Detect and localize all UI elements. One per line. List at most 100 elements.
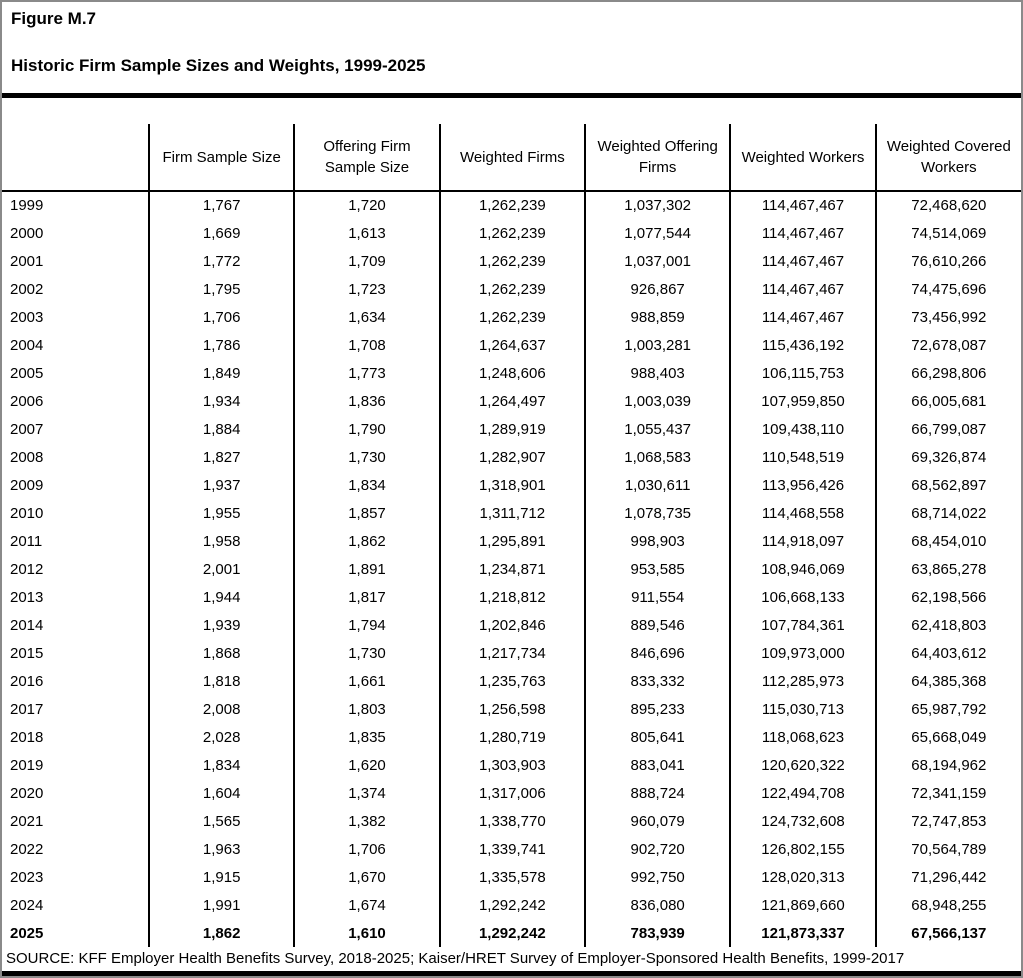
value-cell: 66,298,806	[874, 359, 1021, 387]
value-cell: 1,963	[147, 835, 295, 863]
year-cell: 2011	[10, 532, 43, 550]
value-cell: 72,747,853	[874, 807, 1021, 835]
source-note: SOURCE: KFF Employer Health Benefits Sur…	[6, 950, 905, 967]
value-cell: 128,020,313	[729, 863, 876, 891]
value-cell: 1,264,637	[438, 331, 585, 359]
column-header: Weighted Workers	[729, 124, 876, 192]
value-cell: 1,849	[147, 359, 295, 387]
year-cell: 2024	[10, 896, 44, 914]
value-cell: 1,730	[293, 639, 440, 667]
value-cell: 1,289,919	[438, 415, 585, 443]
value-cell: 68,714,022	[874, 499, 1021, 527]
value-cell: 1,292,242	[438, 891, 585, 919]
year-cell: 2005	[10, 364, 44, 382]
value-cell: 115,436,192	[729, 331, 876, 359]
value-cell: 1,282,907	[438, 443, 585, 471]
value-cell: 72,678,087	[874, 331, 1021, 359]
value-cell: 1,235,763	[438, 667, 585, 695]
year-cell: 2003	[10, 308, 44, 326]
value-cell: 1,217,734	[438, 639, 585, 667]
value-cell: 1,767	[147, 191, 295, 219]
year-cell: 2015	[10, 644, 44, 662]
value-cell: 1,720	[293, 191, 440, 219]
value-cell: 889,546	[583, 611, 731, 639]
value-cell: 960,079	[583, 807, 731, 835]
table-row: 2005 1,849 1,773 1,248,606 988,403 106,115,75…	[2, 359, 1021, 387]
value-cell: 1,256,598	[438, 695, 585, 723]
value-cell: 107,959,850	[729, 387, 876, 415]
value-cell: 62,418,803	[874, 611, 1021, 639]
value-cell: 2,001	[147, 555, 295, 583]
value-cell: 1,723	[293, 275, 440, 303]
value-cell: 1,835	[293, 723, 440, 751]
year-cell: 2013	[10, 588, 44, 606]
value-cell: 1,003,281	[583, 331, 731, 359]
value-cell: 1,939	[147, 611, 295, 639]
value-cell: 1,339,741	[438, 835, 585, 863]
value-cell: 1,944	[147, 583, 295, 611]
value-cell: 1,262,239	[438, 275, 585, 303]
value-cell: 115,030,713	[729, 695, 876, 723]
table-row: 2000 1,669 1,613 1,262,239 1,077,544 114,467,…	[2, 219, 1021, 247]
value-cell: 2,008	[147, 695, 295, 723]
value-cell: 1,834	[147, 751, 295, 779]
column-header: Weighted Covered Workers	[874, 124, 1021, 192]
value-cell: 124,732,608	[729, 807, 876, 835]
value-cell: 1,634	[293, 303, 440, 331]
value-cell: 110,548,519	[729, 443, 876, 471]
value-cell: 1,338,770	[438, 807, 585, 835]
table-row: 2020 1,604 1,374 1,317,006 888,724 122,494,70…	[2, 779, 1021, 807]
value-cell: 76,610,266	[874, 247, 1021, 275]
value-cell: 833,332	[583, 667, 731, 695]
value-cell: 1,661	[293, 667, 440, 695]
value-cell: 883,041	[583, 751, 731, 779]
value-cell: 72,468,620	[874, 191, 1021, 219]
value-cell: 66,799,087	[874, 415, 1021, 443]
year-cell: 2018	[10, 728, 44, 746]
table-row: 2007 1,884 1,790 1,289,919 1,055,437 109,438,…	[2, 415, 1021, 443]
value-cell: 114,467,467	[729, 219, 876, 247]
table-row: 2017 2,008 1,803 1,256,598 895,233 115,030,71…	[2, 695, 1021, 723]
value-cell: 1,818	[147, 667, 295, 695]
value-cell: 72,341,159	[874, 779, 1021, 807]
year-cell: 2023	[10, 868, 44, 886]
value-cell: 988,403	[583, 359, 731, 387]
table-row: 2025 1,862 1,610 1,292,242 783,939 121,873,33…	[2, 919, 1021, 947]
value-cell: 114,467,467	[729, 247, 876, 275]
value-cell: 70,564,789	[874, 835, 1021, 863]
value-cell: 65,987,792	[874, 695, 1021, 723]
sample-sizes-table: Firm Sample Size Offering Firm Sample Siz…	[2, 124, 1021, 947]
column-header: Firm Sample Size	[147, 124, 295, 192]
value-cell: 2,028	[147, 723, 295, 751]
year-cell: 2012	[10, 560, 44, 578]
value-cell: 998,903	[583, 527, 731, 555]
value-cell: 1,202,846	[438, 611, 585, 639]
value-cell: 114,467,467	[729, 275, 876, 303]
value-cell: 66,005,681	[874, 387, 1021, 415]
table-row: 2009 1,937 1,834 1,318,901 1,030,611 113,956,…	[2, 471, 1021, 499]
value-cell: 69,326,874	[874, 443, 1021, 471]
column-header: Offering Firm Sample Size	[293, 124, 440, 192]
value-cell: 1,234,871	[438, 555, 585, 583]
value-cell: 106,115,753	[729, 359, 876, 387]
value-cell: 1,218,812	[438, 583, 585, 611]
table-row: 2002 1,795 1,723 1,262,239 926,867 114,467,46…	[2, 275, 1021, 303]
value-cell: 106,668,133	[729, 583, 876, 611]
value-cell: 62,198,566	[874, 583, 1021, 611]
value-cell: 1,068,583	[583, 443, 731, 471]
year-cell: 2021	[10, 812, 44, 830]
value-cell: 1,003,039	[583, 387, 731, 415]
value-cell: 1,706	[293, 835, 440, 863]
value-cell: 1,262,239	[438, 303, 585, 331]
value-cell: 1,030,611	[583, 471, 731, 499]
value-cell: 1,604	[147, 779, 295, 807]
year-cell: 2004	[10, 336, 44, 354]
table-row: 2004 1,786 1,708 1,264,637 1,003,281 115,436,…	[2, 331, 1021, 359]
table-row: 1999 1,767 1,720 1,262,239 1,037,302 114,467,…	[2, 191, 1021, 219]
table-header-row: Firm Sample Size Offering Firm Sample Siz…	[2, 124, 1021, 192]
value-cell: 1,827	[147, 443, 295, 471]
year-cell: 2007	[10, 420, 44, 438]
value-cell: 1,295,891	[438, 527, 585, 555]
table-row: 2023 1,915 1,670 1,335,578 992,750 128,020,31…	[2, 863, 1021, 891]
